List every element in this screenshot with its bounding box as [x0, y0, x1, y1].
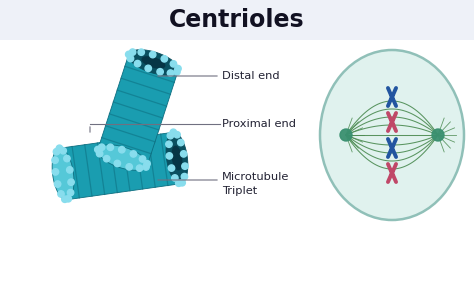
Polygon shape: [128, 50, 178, 75]
Circle shape: [62, 196, 68, 202]
Circle shape: [178, 139, 184, 146]
Circle shape: [126, 164, 132, 170]
Polygon shape: [141, 56, 165, 69]
Circle shape: [128, 55, 134, 62]
Circle shape: [166, 153, 173, 159]
Circle shape: [52, 169, 59, 175]
Circle shape: [167, 133, 173, 139]
Circle shape: [137, 165, 143, 171]
Circle shape: [157, 69, 164, 75]
Circle shape: [144, 161, 150, 167]
Circle shape: [114, 160, 120, 167]
Circle shape: [52, 157, 58, 163]
Circle shape: [170, 61, 177, 67]
Circle shape: [175, 180, 182, 187]
Circle shape: [68, 179, 74, 185]
Circle shape: [179, 180, 185, 186]
Circle shape: [66, 167, 73, 173]
Circle shape: [168, 165, 175, 171]
Circle shape: [95, 146, 101, 153]
Bar: [0, 0, 474, 40]
Circle shape: [166, 141, 172, 148]
Polygon shape: [52, 148, 74, 200]
Circle shape: [175, 65, 181, 72]
Text: Proximal end: Proximal end: [222, 119, 296, 129]
Circle shape: [138, 49, 145, 55]
Circle shape: [107, 144, 114, 150]
Circle shape: [96, 150, 103, 157]
Circle shape: [161, 56, 167, 62]
Circle shape: [65, 195, 72, 202]
Circle shape: [58, 191, 64, 197]
Circle shape: [53, 148, 60, 155]
Polygon shape: [166, 132, 188, 184]
Circle shape: [170, 129, 176, 136]
Text: Centrioles: Centrioles: [169, 8, 305, 32]
Circle shape: [181, 151, 187, 157]
Polygon shape: [59, 132, 181, 200]
Circle shape: [139, 156, 146, 162]
Circle shape: [130, 151, 137, 157]
Circle shape: [174, 69, 180, 75]
Circle shape: [432, 129, 444, 141]
Circle shape: [167, 70, 173, 76]
Ellipse shape: [320, 50, 464, 220]
Circle shape: [181, 173, 188, 180]
Circle shape: [67, 190, 74, 196]
Circle shape: [182, 163, 188, 169]
Circle shape: [64, 155, 70, 162]
Circle shape: [60, 148, 66, 154]
Circle shape: [99, 144, 105, 150]
Polygon shape: [172, 146, 182, 170]
Circle shape: [103, 156, 110, 162]
Circle shape: [129, 49, 136, 55]
Text: Distal end: Distal end: [222, 71, 280, 81]
Circle shape: [143, 164, 149, 170]
Text: Microtubule
Triplet: Microtubule Triplet: [222, 173, 289, 195]
Circle shape: [145, 65, 151, 72]
Polygon shape: [98, 55, 178, 166]
Polygon shape: [98, 145, 147, 170]
Circle shape: [134, 60, 141, 67]
Circle shape: [56, 145, 63, 151]
Circle shape: [174, 131, 180, 138]
Circle shape: [172, 175, 178, 181]
Circle shape: [149, 52, 156, 58]
Circle shape: [118, 147, 125, 153]
Circle shape: [55, 181, 61, 187]
Circle shape: [126, 51, 132, 58]
Circle shape: [340, 129, 352, 141]
